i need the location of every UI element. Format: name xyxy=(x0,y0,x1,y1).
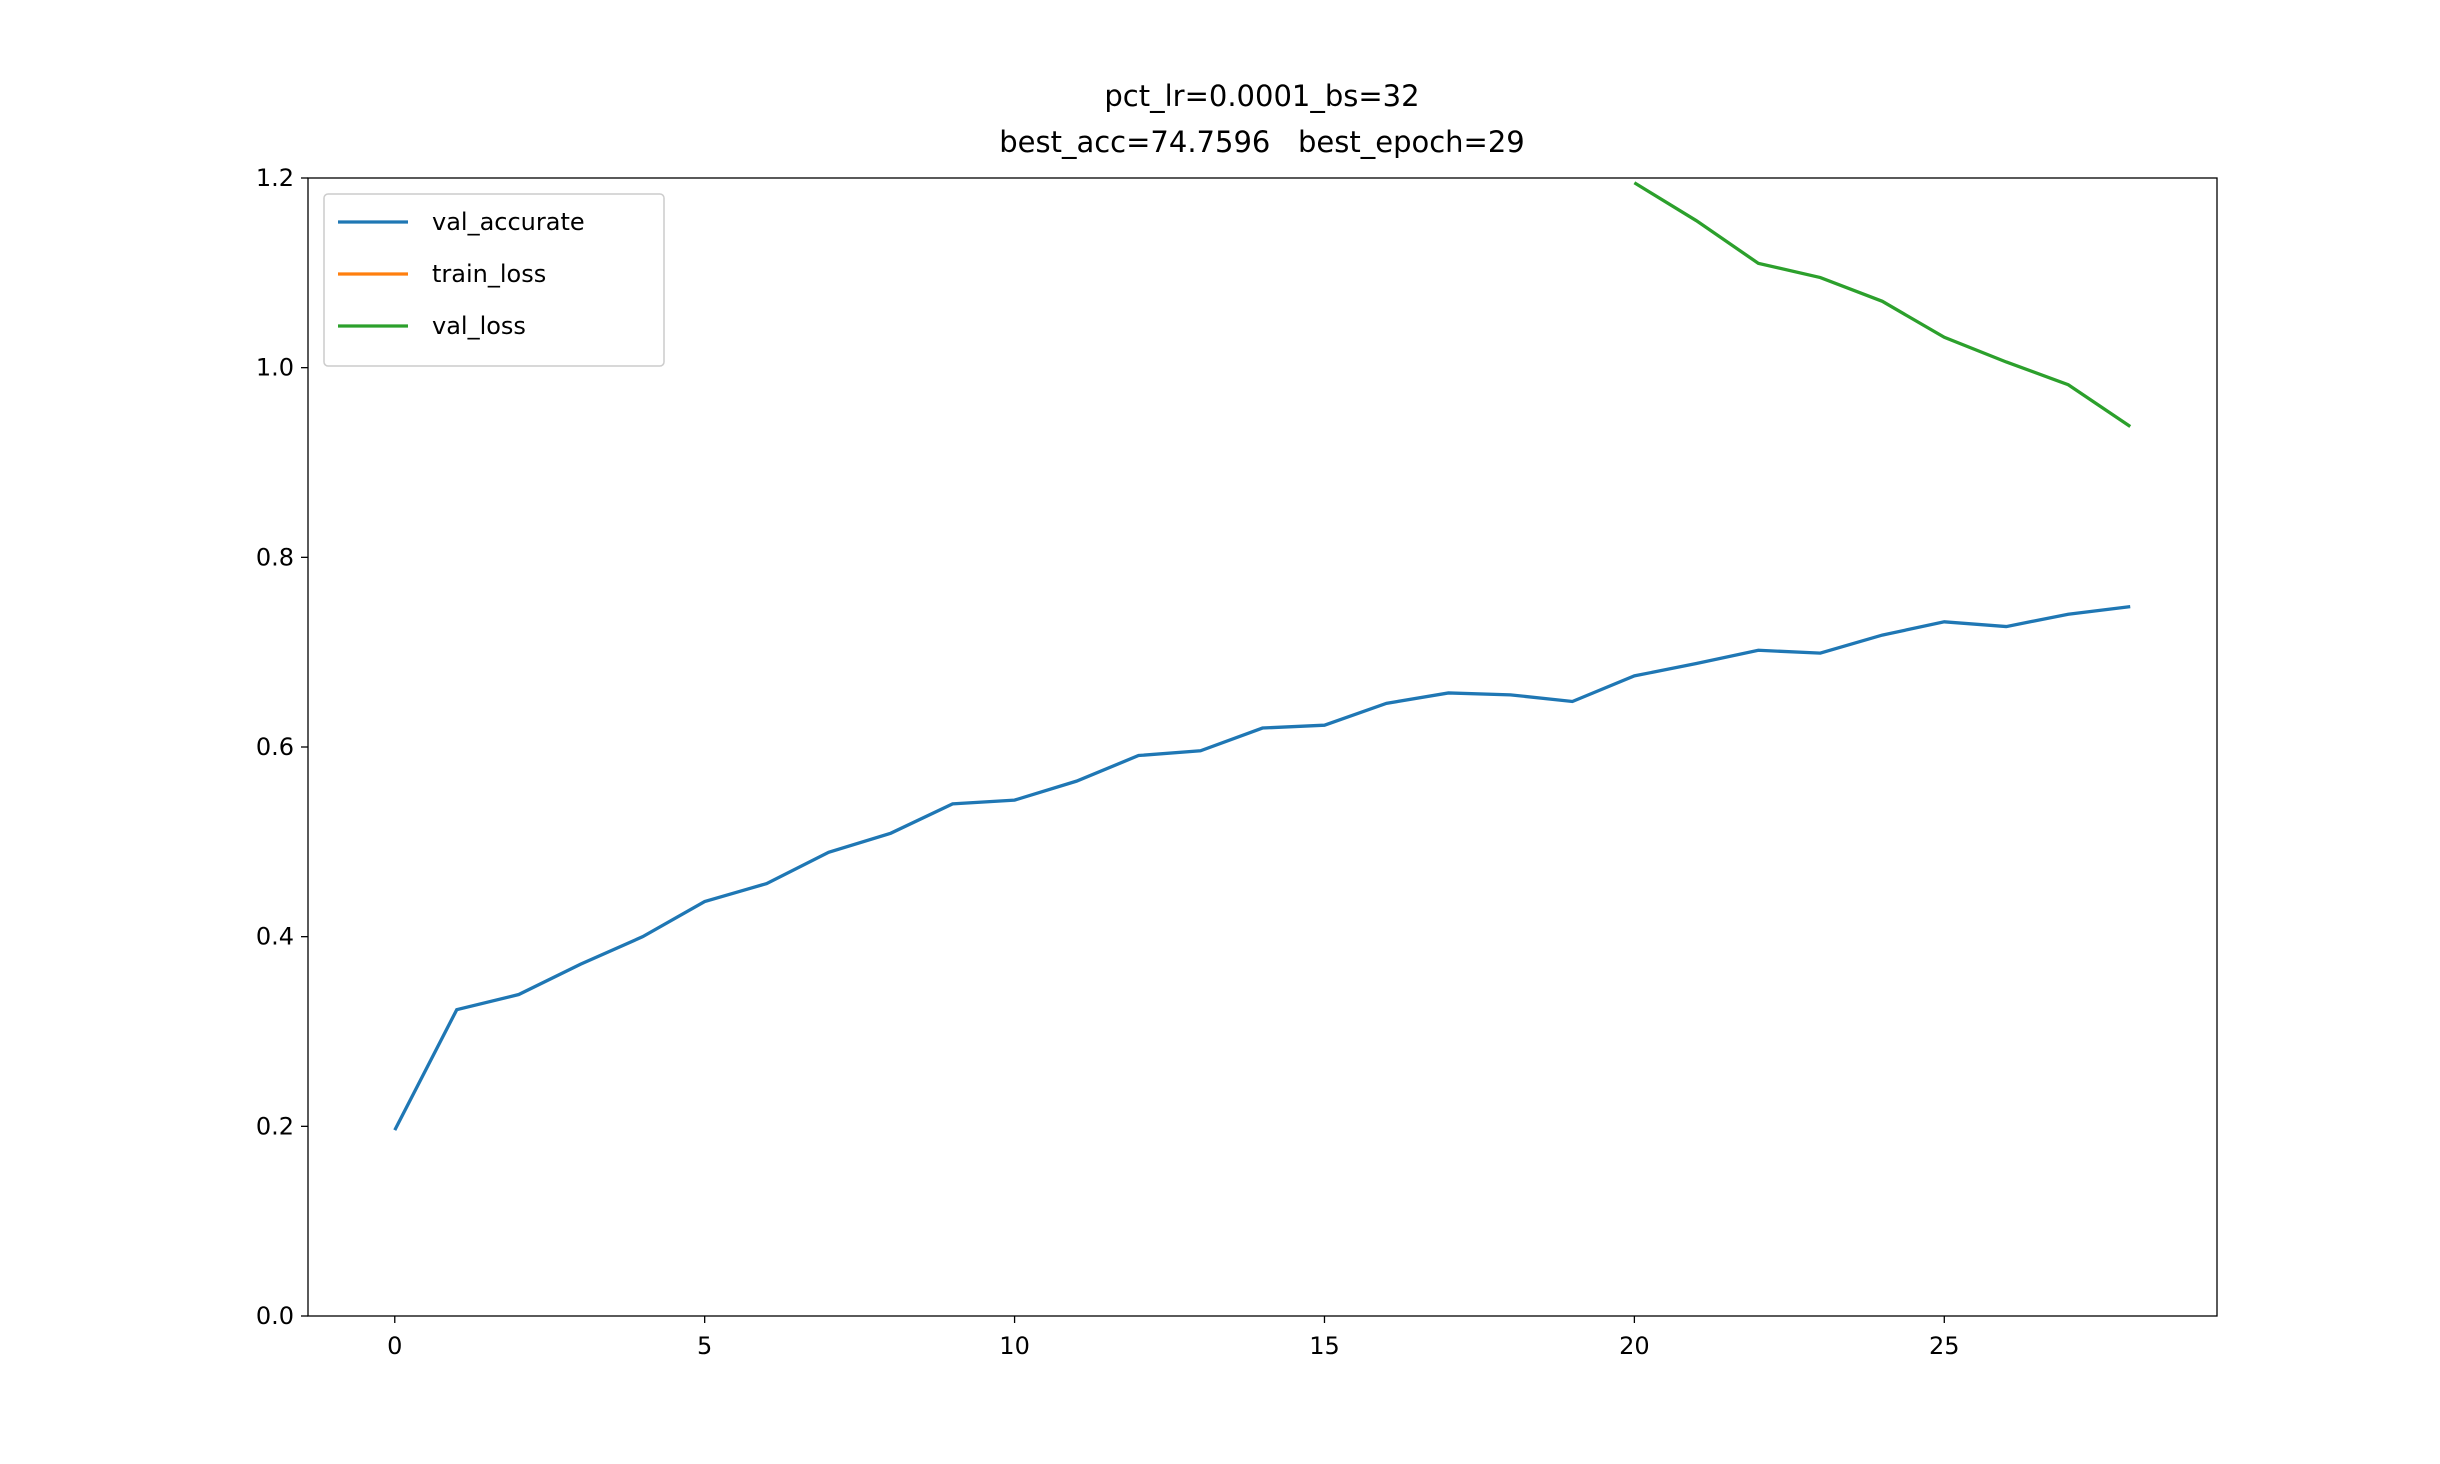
y-tick-label: 1.0 xyxy=(256,354,294,382)
x-tick-label: 15 xyxy=(1309,1332,1340,1360)
y-tick-label: 0.2 xyxy=(256,1112,294,1140)
chart-subtitle: best_acc=74.7596 best_epoch=29 xyxy=(999,125,1525,159)
legend-label: val_loss xyxy=(432,312,526,340)
series-line xyxy=(393,605,2131,1131)
x-tick-label: 5 xyxy=(697,1332,712,1360)
plot-frame xyxy=(307,177,2218,1317)
chart-title: pct_lr=0.0001_bs=32 xyxy=(1104,79,1419,113)
legend-box xyxy=(323,193,665,367)
x-tick-label: 25 xyxy=(1929,1332,1960,1360)
x-tick-label: 20 xyxy=(1619,1332,1650,1360)
plot-lines xyxy=(393,181,2132,1131)
y-tick-label: 0.0 xyxy=(256,1302,294,1330)
y-tick-label: 1.2 xyxy=(256,164,294,192)
legend-label: val_accurate xyxy=(432,208,585,236)
x-tick-label: 10 xyxy=(999,1332,1030,1360)
series-line xyxy=(1633,181,2132,428)
legend-label: train_loss xyxy=(432,260,546,288)
y-tick-label: 0.6 xyxy=(256,733,294,761)
y-tick-label: 0.8 xyxy=(256,543,294,571)
y-tick-label: 0.4 xyxy=(256,923,294,951)
x-tick-label: 0 xyxy=(387,1332,402,1360)
